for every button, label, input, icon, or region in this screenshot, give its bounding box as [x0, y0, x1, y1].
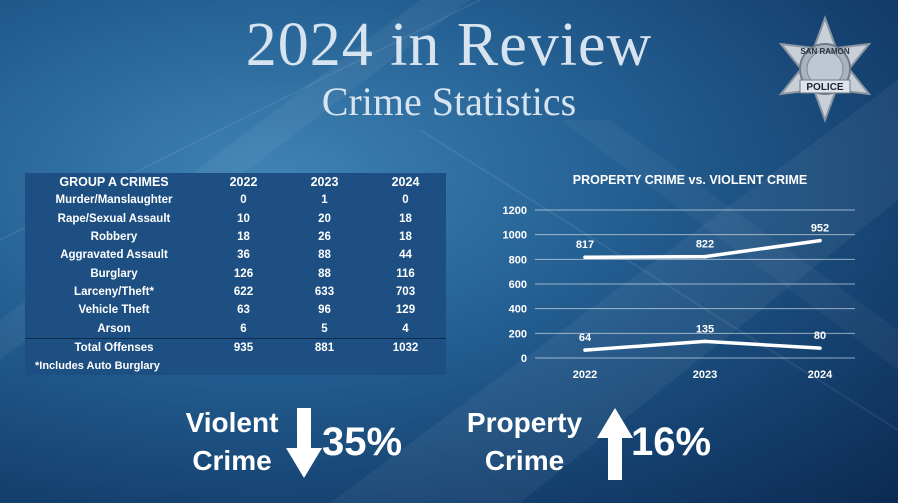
data-label: 952	[811, 223, 829, 235]
property-crime-label: Property Crime	[457, 404, 592, 480]
data-point	[818, 346, 822, 350]
property-label-line1: Property	[466, 407, 583, 438]
page-title: 2024 in Review	[245, 11, 653, 79]
data-point	[583, 255, 587, 260]
arrow-up-icon	[597, 408, 633, 480]
data-label: 135	[696, 323, 714, 335]
table-row: Arson 6 5 4	[25, 319, 446, 338]
crime-type-cell: Arson	[97, 322, 131, 335]
column-header-crime-type: GROUP A CRIMES	[59, 175, 169, 190]
data-point	[703, 339, 707, 344]
arrow-down-icon	[286, 408, 322, 478]
property-percent: 16%	[631, 420, 712, 464]
crime-type-cell: Vehicle Theft	[78, 304, 150, 317]
data-label: 64	[579, 332, 592, 344]
footnote-spacer	[203, 357, 446, 375]
table-row: Aggravated Assault 36 88 44	[25, 246, 446, 264]
count-cell: 6	[240, 322, 247, 335]
data-label: 817	[576, 239, 594, 251]
count-cell: 18	[399, 212, 412, 225]
violent-label-line2: Crime	[192, 445, 272, 476]
data-label: 80	[814, 330, 826, 342]
total-row: Total Offenses 935 881 1032	[25, 337, 446, 357]
badge-top-text: SAN RAMON	[800, 47, 850, 56]
count-cell: 18	[399, 231, 412, 244]
column-header-2023: 2023	[310, 175, 339, 190]
data-point	[583, 348, 587, 352]
table-row: Rape/Sexual Assault 10 20 18	[25, 210, 446, 228]
table-row: Robbery 18 26 18	[25, 228, 446, 246]
count-cell: 622	[233, 285, 254, 298]
crime-type-cell: Larceny/Theft*	[74, 285, 154, 298]
count-cell: 88	[318, 267, 331, 280]
column-header-2022: 2022	[229, 175, 258, 190]
count-cell: 703	[395, 285, 416, 298]
count-cell: 96	[318, 304, 331, 317]
crime-type-cell: Aggravated Assault	[60, 249, 168, 262]
total-cell: 1032	[365, 337, 446, 357]
count-cell: 63	[237, 304, 250, 317]
column-header-2024: 2024	[391, 175, 420, 190]
count-cell: 88	[318, 249, 331, 262]
count-cell: 633	[314, 285, 335, 298]
police-badge-icon: SAN RAMON POLICE	[778, 15, 872, 123]
total-cell: 881	[284, 337, 365, 357]
data-point	[818, 238, 822, 243]
x-tick-label: 2022	[573, 369, 597, 381]
y-tick-label: 1200	[503, 205, 527, 217]
y-tick-label: 600	[509, 279, 527, 291]
count-cell: 44	[399, 249, 412, 262]
count-cell: 18	[237, 231, 250, 244]
badge-bottom-text: POLICE	[806, 82, 844, 93]
y-tick-label: 400	[509, 304, 527, 316]
y-tick-label: 1000	[503, 230, 527, 242]
y-tick-label: 200	[509, 328, 527, 340]
series-line	[584, 339, 821, 352]
table-row: Murder/Manslaughter 0 1 0	[25, 191, 446, 209]
count-cell: 0	[240, 194, 247, 207]
property-label-line2: Crime	[484, 445, 565, 476]
table-footnote: *Includes Auto Burglary	[35, 360, 160, 373]
count-cell: 0	[402, 194, 409, 207]
count-cell: 5	[321, 322, 328, 335]
footnote-row: *Includes Auto Burglary	[25, 357, 446, 375]
crime-statistics-table: GROUP A CRIMES 2022 2023 2024 Murder/Man…	[25, 173, 446, 376]
x-tick-label: 2024	[808, 369, 833, 381]
count-cell: 129	[395, 304, 416, 317]
count-cell: 10	[237, 212, 250, 225]
count-cell: 116	[396, 267, 415, 280]
violent-label-line1: Violent	[185, 407, 279, 438]
total-label-cell: Total Offenses	[25, 337, 203, 357]
table-row: Burglary 126 88 116	[25, 264, 446, 282]
count-cell: 36	[237, 249, 250, 262]
chart-title: PROPERTY CRIME vs. VIOLENT CRIME	[572, 173, 808, 187]
total-cell: 935	[203, 337, 284, 357]
violent-crime-label: Violent Crime	[172, 404, 292, 480]
count-cell: 4	[402, 322, 409, 335]
crime-type-cell: Rape/Sexual Assault	[57, 212, 171, 225]
table-row: Vehicle Theft 63 96 129	[25, 301, 446, 319]
count-cell: 26	[318, 231, 331, 244]
data-point	[703, 254, 707, 259]
count-cell: 20	[318, 212, 331, 225]
page-subtitle: Crime Statistics	[321, 79, 577, 124]
violent-percent: 35%	[322, 420, 403, 464]
crime-type-cell: Robbery	[90, 231, 138, 244]
y-tick-label: 0	[521, 353, 527, 365]
count-cell: 1	[321, 194, 328, 207]
crime-line-chart: 0 200 400 600 800 1000 1200 2022 2023 2024 817 822 9…	[503, 205, 855, 381]
x-tick-label: 2023	[693, 369, 717, 381]
crime-type-cell: Murder/Manslaughter	[55, 194, 173, 207]
y-tick-label: 800	[509, 254, 527, 266]
table-header-row: GROUP A CRIMES 2022 2023 2024	[25, 173, 446, 191]
table-row: Larceny/Theft* 622 633 703	[25, 283, 446, 301]
count-cell: 126	[233, 267, 254, 280]
crime-type-cell: Burglary	[90, 267, 138, 280]
data-label: 822	[696, 239, 714, 251]
